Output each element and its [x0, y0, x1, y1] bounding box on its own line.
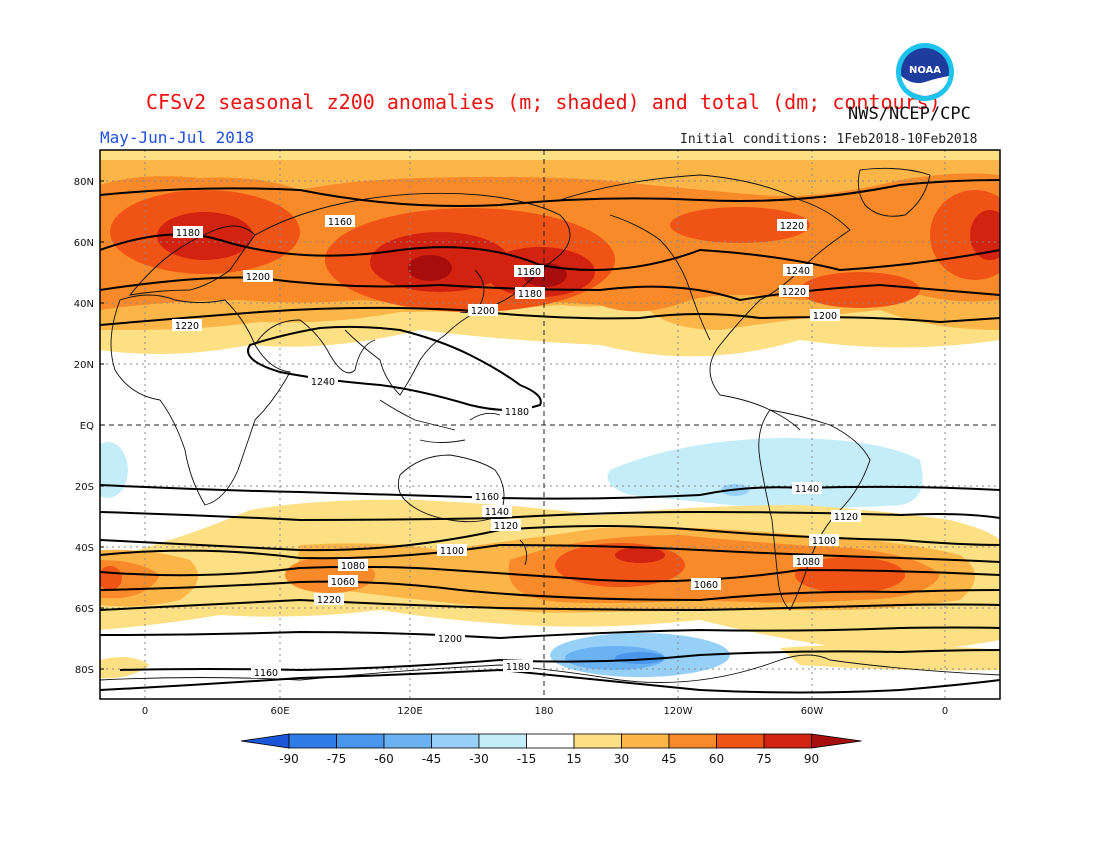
- contour-label: 1220: [175, 321, 199, 332]
- lon-label: 0: [142, 706, 148, 717]
- colorbar-tick-label: 90: [803, 752, 820, 766]
- colorbar-tick-label: 30: [613, 752, 630, 766]
- lon-label: 0: [942, 706, 948, 717]
- colorbar-tick-label: 75: [756, 752, 772, 766]
- contour-label: 1180: [518, 289, 542, 300]
- colorbar-cell: [526, 733, 575, 749]
- contour-label: 1100: [440, 546, 464, 557]
- colorbar-tick-label: -45: [421, 752, 442, 766]
- organization-label: NWS/NCEP/CPC: [848, 104, 971, 124]
- lon-label: 120W: [664, 706, 693, 717]
- colorbar-cell: [478, 733, 527, 749]
- map-frame: [99, 149, 1001, 700]
- contour-label: 1060: [331, 577, 355, 588]
- contour-label: 1060: [694, 580, 718, 591]
- contour-label: 1180: [176, 228, 200, 239]
- contour-label: 1200: [471, 306, 495, 317]
- colorbar-tick-label: 45: [661, 752, 677, 766]
- contour-label: 1220: [317, 595, 341, 606]
- contour-label: 1200: [813, 311, 837, 322]
- colorbar-tick-label: 60: [708, 752, 725, 766]
- colorbar-cell: [668, 733, 717, 749]
- colorbar-tick-label: -90: [279, 752, 299, 766]
- lat-label: 60S: [75, 604, 94, 615]
- contour-label: 1100: [812, 536, 836, 547]
- colorbar-cell: [240, 733, 290, 749]
- colorbar-cell: [431, 733, 480, 749]
- longitude-labels: 0 60E 120E 180 120W 60W 0: [142, 706, 948, 717]
- equator-and-dateline: [100, 150, 1000, 699]
- contour-label: 1120: [834, 512, 858, 523]
- lat-label: 40N: [74, 299, 94, 310]
- contour-label: 1140: [795, 484, 819, 495]
- colorbar-cell: [716, 733, 765, 749]
- contour-label: 1200: [246, 272, 270, 283]
- latitude-labels: 80N 60N 40N 20N EQ 20S 40S 60S 80S: [74, 177, 104, 676]
- period-label: May-Jun-Jul 2018: [100, 128, 255, 147]
- lon-label: 60W: [801, 706, 824, 717]
- contour-label: 1160: [475, 492, 499, 503]
- lat-label: 40S: [75, 543, 94, 554]
- contour-label: 1240: [786, 266, 810, 277]
- contour-labels: 1160 1180 1200 1220 1240 1160 1180 1200 1220 1240…: [172, 215, 861, 679]
- lon-label: 180: [534, 706, 553, 717]
- noaa-logo-icon: NOAA: [896, 43, 954, 101]
- lat-label: 80S: [75, 665, 94, 676]
- colorbar-tick-label: -60: [374, 752, 394, 766]
- contour-label: 1240: [311, 377, 335, 388]
- colorbar-cell: [621, 733, 670, 749]
- colorbar-cell: [573, 733, 622, 749]
- lat-label: 20S: [75, 482, 94, 493]
- colorbar: [240, 733, 862, 749]
- colorbar-tick-label: 15: [566, 752, 582, 766]
- colorbar-cell: [336, 733, 385, 749]
- colorbar-cell: [763, 733, 812, 749]
- contour-label: 1160: [517, 267, 541, 278]
- contour-label: 1220: [782, 287, 806, 298]
- contour-label: 1180: [505, 407, 529, 418]
- lat-label: 60N: [74, 238, 94, 249]
- contour-label: 1080: [341, 561, 365, 572]
- contour-label: 1160: [254, 668, 278, 679]
- contour-label: 1200: [438, 634, 462, 645]
- lat-label: 80N: [74, 177, 94, 188]
- lat-label: 20N: [74, 360, 94, 371]
- colorbar-cell: [811, 733, 862, 749]
- colorbar-cell: [288, 733, 337, 749]
- colorbar-cell: [383, 733, 432, 749]
- contour-label: 1220: [780, 221, 804, 232]
- lon-label: 120E: [397, 706, 422, 717]
- contour-label: 1140: [485, 507, 509, 518]
- colorbar-tick-label: -75: [326, 752, 347, 766]
- svg-text:NOAA: NOAA: [909, 65, 941, 76]
- contour-label: 1120: [494, 521, 518, 532]
- contour-label: 1080: [796, 557, 820, 568]
- contour-label: 1180: [506, 662, 530, 673]
- colorbar-tick-label: -30: [469, 752, 489, 766]
- initial-conditions-label: Initial conditions: 1Feb2018-10Feb2018: [680, 132, 978, 147]
- height-contours: [99, 179, 1001, 694]
- colorbar-tick-label: -15: [516, 752, 537, 766]
- contour-label: 1160: [328, 217, 352, 228]
- chart-title: CFSv2 seasonal z200 anomalies (m; shaded…: [146, 90, 941, 114]
- lon-label: 60E: [270, 706, 289, 717]
- lat-label: EQ: [80, 421, 94, 432]
